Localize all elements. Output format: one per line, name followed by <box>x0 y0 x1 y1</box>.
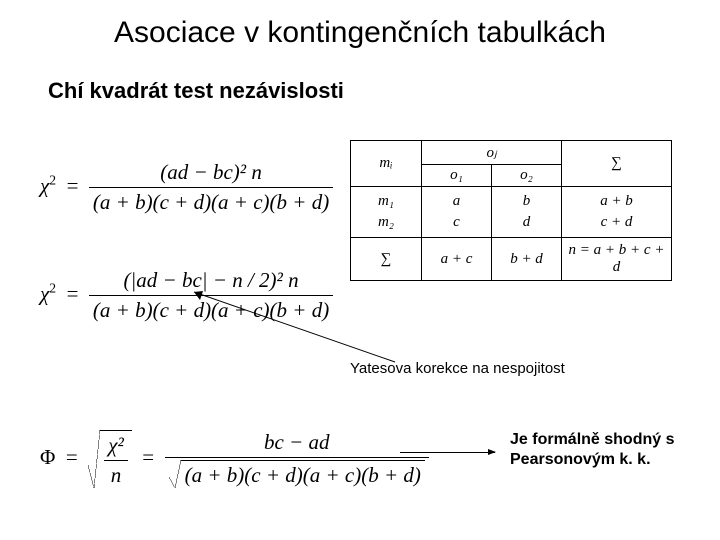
chi2-1-num: (ad − bc)² n <box>160 160 262 184</box>
chi2-1-den: (a + b)(c + d)(a + c)(b + d) <box>93 190 329 214</box>
contingency-table: mᵢ oⱼ o₁ o₂ ∑ m₁ m₂ a c b d <box>350 140 672 281</box>
formula-chi2-basic: χ2 = (ad − bc)² n (a + b)(c + d)(a + c)(… <box>40 160 333 215</box>
td-cd: c + d <box>564 212 669 233</box>
td-bd: b + d <box>494 251 559 268</box>
formula-phi: Φ = χ² n = bc − ad (a + b)(c + d)(a + c)… <box>40 430 429 488</box>
phi-sqrt-den: n <box>111 463 122 487</box>
th-sum: ∑ <box>564 155 669 172</box>
phi-rhs-num: bc − ad <box>264 430 330 454</box>
td-b: b <box>494 191 559 212</box>
th-o2: o₂ <box>491 165 561 186</box>
page-title: Asociace v kontingenčních tabulkách <box>0 16 720 50</box>
caption-yates: Yatesova korekce na nespojitost <box>350 360 565 377</box>
table-body-row: m₁ m₂ a c b d a + b c + d <box>351 186 671 237</box>
td-c: c <box>424 212 489 233</box>
td-ab: a + b <box>564 191 669 212</box>
td-m2: m₂ <box>353 212 419 233</box>
slide: Asociace v kontingenčních tabulkách Chí … <box>0 0 720 540</box>
subtitle: Chí kvadrát test nezávislosti <box>48 78 344 104</box>
td-m1: m₁ <box>353 191 419 212</box>
table-header-row: mᵢ oⱼ o₁ o₂ ∑ <box>351 141 671 186</box>
th-mi: mᵢ <box>353 155 419 172</box>
chi-symbol-2: χ <box>40 281 49 305</box>
td-d: d <box>494 212 559 233</box>
arrow-diag-icon <box>190 288 400 366</box>
th-oj: oⱼ <box>486 145 496 161</box>
phi-rhs-den: (a + b)(c + d)(a + c)(b + d) <box>185 463 421 487</box>
phi-sqrt-num: χ² <box>108 433 124 457</box>
table-sum-row: ∑ a + c b + d n = a + b + c + d <box>351 237 671 280</box>
chi-symbol: χ <box>40 173 49 197</box>
td-a: a <box>424 191 489 212</box>
arrow-right-icon <box>400 452 495 453</box>
phi-symbol: Φ <box>40 445 55 469</box>
td-total: n = a + b + c + d <box>564 242 669 276</box>
td-ac: a + c <box>424 251 489 268</box>
td-sum-label: ∑ <box>353 251 419 268</box>
caption-phi: Je formálně shodný s Pearsonovým k. k. <box>510 430 690 470</box>
th-o1: o₁ <box>422 165 491 186</box>
